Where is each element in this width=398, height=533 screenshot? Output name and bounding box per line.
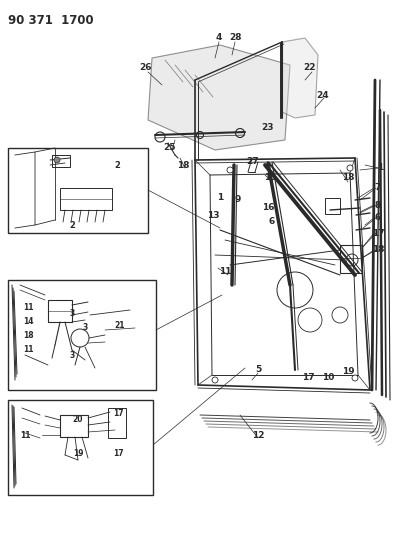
Text: 10: 10 xyxy=(322,374,334,383)
Text: 4: 4 xyxy=(216,34,222,43)
Text: 1: 1 xyxy=(217,192,223,201)
Text: 27: 27 xyxy=(247,157,259,166)
Text: 3: 3 xyxy=(69,309,75,318)
Text: 1: 1 xyxy=(377,164,383,173)
Text: 17: 17 xyxy=(372,229,384,238)
Text: 26: 26 xyxy=(139,63,151,72)
Polygon shape xyxy=(282,38,318,118)
Text: 11: 11 xyxy=(20,431,30,440)
Text: 18: 18 xyxy=(342,174,354,182)
Text: 25: 25 xyxy=(164,142,176,151)
Bar xyxy=(325,198,340,214)
Bar xyxy=(108,408,126,438)
Bar xyxy=(8,400,153,495)
Text: 21: 21 xyxy=(115,320,125,329)
Text: 17: 17 xyxy=(113,408,123,417)
Text: 11: 11 xyxy=(23,303,33,312)
Text: 2: 2 xyxy=(69,221,75,230)
Text: 6: 6 xyxy=(375,214,381,222)
Text: 5: 5 xyxy=(255,366,261,375)
Bar xyxy=(48,300,72,322)
Text: 3: 3 xyxy=(82,324,88,333)
Text: 11: 11 xyxy=(23,345,33,354)
Bar xyxy=(8,148,148,233)
Text: 22: 22 xyxy=(304,63,316,72)
Bar xyxy=(340,245,362,273)
Text: 12: 12 xyxy=(252,431,264,440)
Bar xyxy=(52,155,70,167)
Bar xyxy=(60,188,112,210)
Bar xyxy=(60,415,88,437)
Text: 8: 8 xyxy=(375,200,381,209)
Text: 17: 17 xyxy=(302,373,314,382)
Circle shape xyxy=(54,157,60,163)
Text: 18: 18 xyxy=(372,246,384,254)
Circle shape xyxy=(212,377,218,383)
Text: 20: 20 xyxy=(73,416,83,424)
Text: 15: 15 xyxy=(264,174,276,182)
Text: 17: 17 xyxy=(113,448,123,457)
Text: 19: 19 xyxy=(342,367,354,376)
Text: 6: 6 xyxy=(269,217,275,227)
Text: 18: 18 xyxy=(177,160,189,169)
Text: 28: 28 xyxy=(229,34,241,43)
Circle shape xyxy=(347,165,353,171)
Text: 18: 18 xyxy=(23,330,33,340)
Text: 7: 7 xyxy=(375,183,381,192)
Text: 11: 11 xyxy=(219,268,231,277)
Circle shape xyxy=(227,167,233,173)
Polygon shape xyxy=(148,45,290,150)
Text: 3: 3 xyxy=(69,351,75,359)
Text: 16: 16 xyxy=(262,204,274,213)
Text: 2: 2 xyxy=(114,160,120,169)
Text: 9: 9 xyxy=(235,196,241,205)
Text: 13: 13 xyxy=(207,211,219,220)
Text: 19: 19 xyxy=(73,448,83,457)
Circle shape xyxy=(352,375,358,381)
Text: 24: 24 xyxy=(317,91,329,100)
Text: 90 371  1700: 90 371 1700 xyxy=(8,14,94,27)
Text: 14: 14 xyxy=(23,318,33,327)
Bar xyxy=(8,280,156,390)
Text: 23: 23 xyxy=(262,124,274,133)
